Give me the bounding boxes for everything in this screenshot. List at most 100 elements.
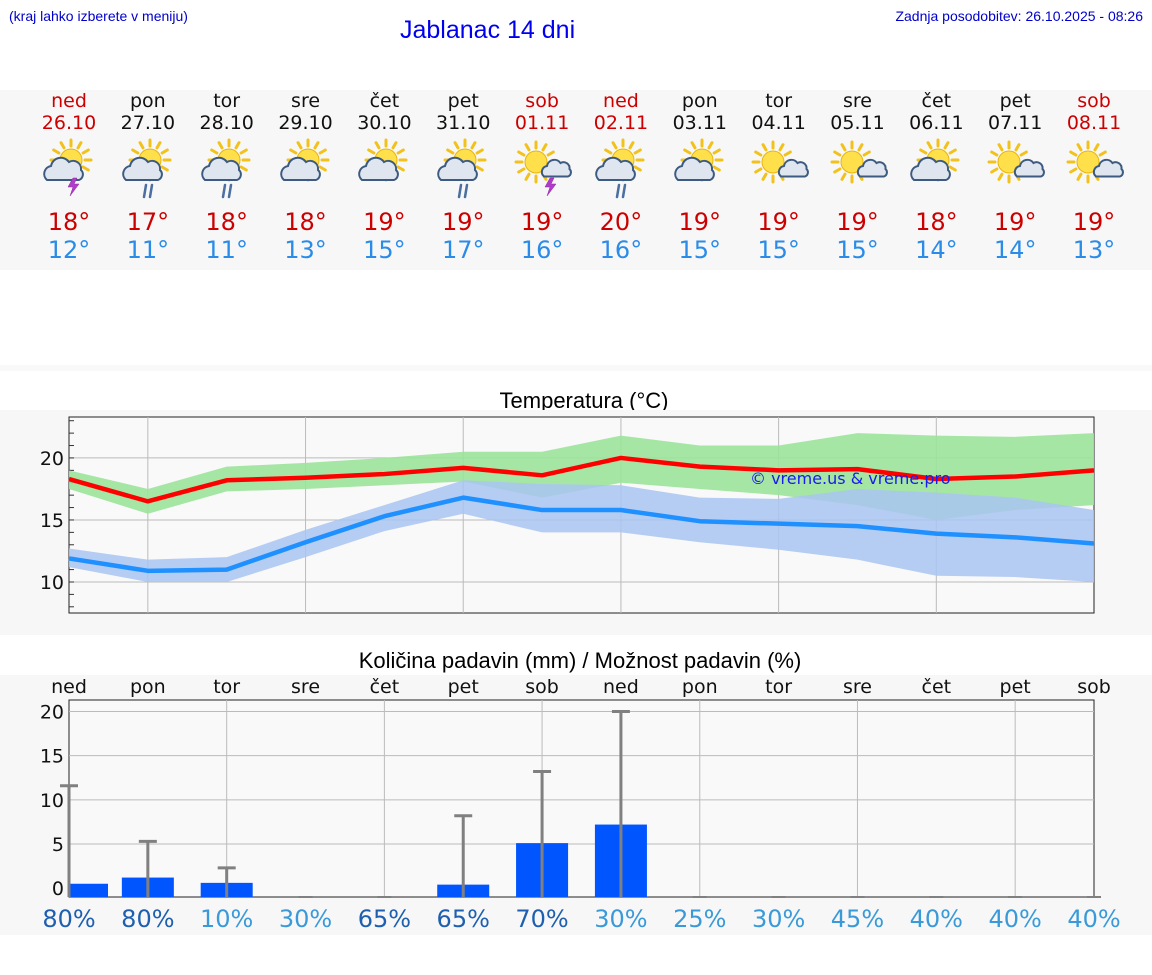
precipitation-chart-band: ned pon tor sre čet pet sob ned pon tor sre čet pet s… — [0, 675, 1152, 935]
day-name: čet — [369, 90, 400, 112]
last-update: Zadnja posodobitev: 26.10.2025 - 08:26 — [895, 8, 1143, 24]
day-name: tor — [765, 90, 793, 112]
day-name: sre — [291, 90, 321, 112]
day-name: tor — [213, 90, 241, 112]
sun-cloud-thunder-icon — [43, 138, 93, 197]
day-name: pon — [681, 90, 718, 112]
temp-max: 18° — [284, 208, 327, 236]
temp-min: 15° — [757, 236, 800, 264]
precip-chance: 45% — [831, 905, 884, 933]
day-name: ned — [603, 90, 639, 112]
day-date: 07.11 — [987, 112, 1043, 134]
y-tick-label: 15 — [40, 746, 64, 768]
temp-max: 20° — [599, 208, 643, 236]
precip-chance: 30% — [594, 905, 647, 933]
day-name: ned — [51, 90, 87, 112]
temp-min: 15° — [836, 236, 879, 264]
day-date: 04.11 — [751, 112, 806, 134]
day-date: 27.10 — [120, 112, 176, 134]
precip-chance: 30% — [279, 905, 332, 933]
precip-bar — [69, 883, 108, 897]
temp-max: 19° — [1072, 208, 1116, 236]
temp-max: 18° — [915, 208, 958, 236]
plot-area — [68, 699, 1095, 898]
day-column: pet 31.10 19° 17° — [423, 90, 503, 264]
sun-small-cloud-icon — [987, 140, 1046, 184]
sun-cloud-icon — [910, 138, 960, 182]
sun-cloud-icon — [279, 138, 330, 182]
y-tick-label: 10 — [40, 790, 64, 812]
precip-chance: 40% — [1067, 905, 1120, 933]
separator — [0, 365, 1152, 371]
sun-cloud-icon — [673, 138, 724, 182]
temp-max: 19° — [836, 208, 879, 236]
precip-chance: 30% — [752, 905, 805, 933]
menu-hint[interactable]: (kraj lahko izberete v meniju) — [9, 8, 188, 24]
y-tick-label: 5 — [52, 834, 64, 856]
temp-max: 19° — [678, 208, 722, 236]
day-name: pet — [999, 90, 1031, 112]
day-name: čet — [921, 90, 952, 112]
temp-min: 15° — [363, 236, 406, 264]
day-column: ned 02.11 20° 16° — [581, 90, 661, 264]
day-name: sre — [843, 90, 872, 112]
y-tick-label: 0 — [52, 878, 64, 900]
temp-min: 15° — [678, 236, 722, 264]
day-label: pon — [682, 676, 718, 698]
precip-chance: 80% — [121, 905, 174, 933]
day-date: 02.11 — [593, 112, 649, 134]
precip-chance: 65% — [358, 905, 411, 933]
day-label: pon — [130, 676, 166, 698]
precipitation-chart-title: Količina padavin (mm) / Možnost padavin … — [358, 648, 802, 673]
sun-small-cloud-icon — [751, 140, 809, 184]
temp-min: 17° — [441, 236, 485, 264]
day-name: sob — [525, 90, 559, 112]
precipitation-chart: ned pon tor sre čet pet sob ned pon tor sre čet pet s… — [40, 676, 1121, 933]
y-tick-label: 20 — [40, 701, 64, 723]
temp-min: 11° — [126, 236, 170, 264]
day-date: 06.11 — [909, 112, 964, 134]
precip-chance: 65% — [437, 905, 490, 933]
precip-chance: 70% — [515, 905, 568, 933]
day-label: ned — [603, 676, 639, 698]
temp-max: 19° — [757, 208, 800, 236]
day-date: 26.10 — [41, 112, 97, 134]
day-column: sob 01.11 19° 16° — [502, 90, 582, 264]
day-label: čet — [922, 676, 952, 698]
temp-max: 19° — [441, 208, 485, 236]
precip-chance: 25% — [673, 905, 726, 933]
day-date: 28.10 — [199, 112, 254, 134]
day-date: 05.11 — [830, 112, 885, 134]
day-column: čet 06.11 18° 14° — [896, 90, 976, 264]
y-tick-label: 10 — [40, 572, 64, 594]
day-column: čet 30.10 19° 15° — [344, 90, 424, 264]
day-column: sob 08.11 19° 13° — [1054, 90, 1134, 264]
temp-min: 13° — [1072, 236, 1116, 264]
sun-cloud-rain-icon — [122, 138, 172, 199]
day-label: pet — [448, 676, 479, 698]
day-column: pon 27.10 17° 11° — [108, 90, 188, 264]
day-label: sre — [291, 676, 320, 698]
sun-cloud-icon — [358, 138, 408, 182]
day-name: sob — [1077, 90, 1111, 112]
precip-chance: 40% — [910, 905, 963, 933]
temperature-chart-title: Temperatura (°C) — [499, 388, 669, 413]
precip-chance: 80% — [42, 905, 95, 933]
temp-min: 16° — [520, 236, 564, 264]
daily-summary: ned 26.10 18° 12° pon 27.10 17° 11° tor 28.10 18° 1… — [0, 90, 1152, 270]
sun-cloud-rain-icon — [200, 138, 251, 199]
temp-max: 19° — [363, 208, 406, 236]
day-label: sob — [1077, 676, 1111, 698]
temp-max: 18° — [205, 208, 248, 236]
page-title: Jablanac 14 dni — [400, 16, 576, 44]
day-label: čet — [370, 676, 400, 698]
day-label: sob — [525, 676, 559, 698]
watermark: © vreme.us & vreme.pro — [750, 469, 951, 488]
temp-max: 18° — [47, 208, 91, 236]
temperature-chart-band: 10 15 20 © vreme.us & vreme.pro — [0, 410, 1152, 635]
day-column: ned 26.10 18° 12° — [29, 90, 109, 264]
temp-min: 14° — [993, 236, 1037, 264]
sun-cloud-rain-icon — [595, 138, 645, 199]
day-name: pet — [447, 90, 479, 112]
day-label: tor — [213, 676, 240, 698]
